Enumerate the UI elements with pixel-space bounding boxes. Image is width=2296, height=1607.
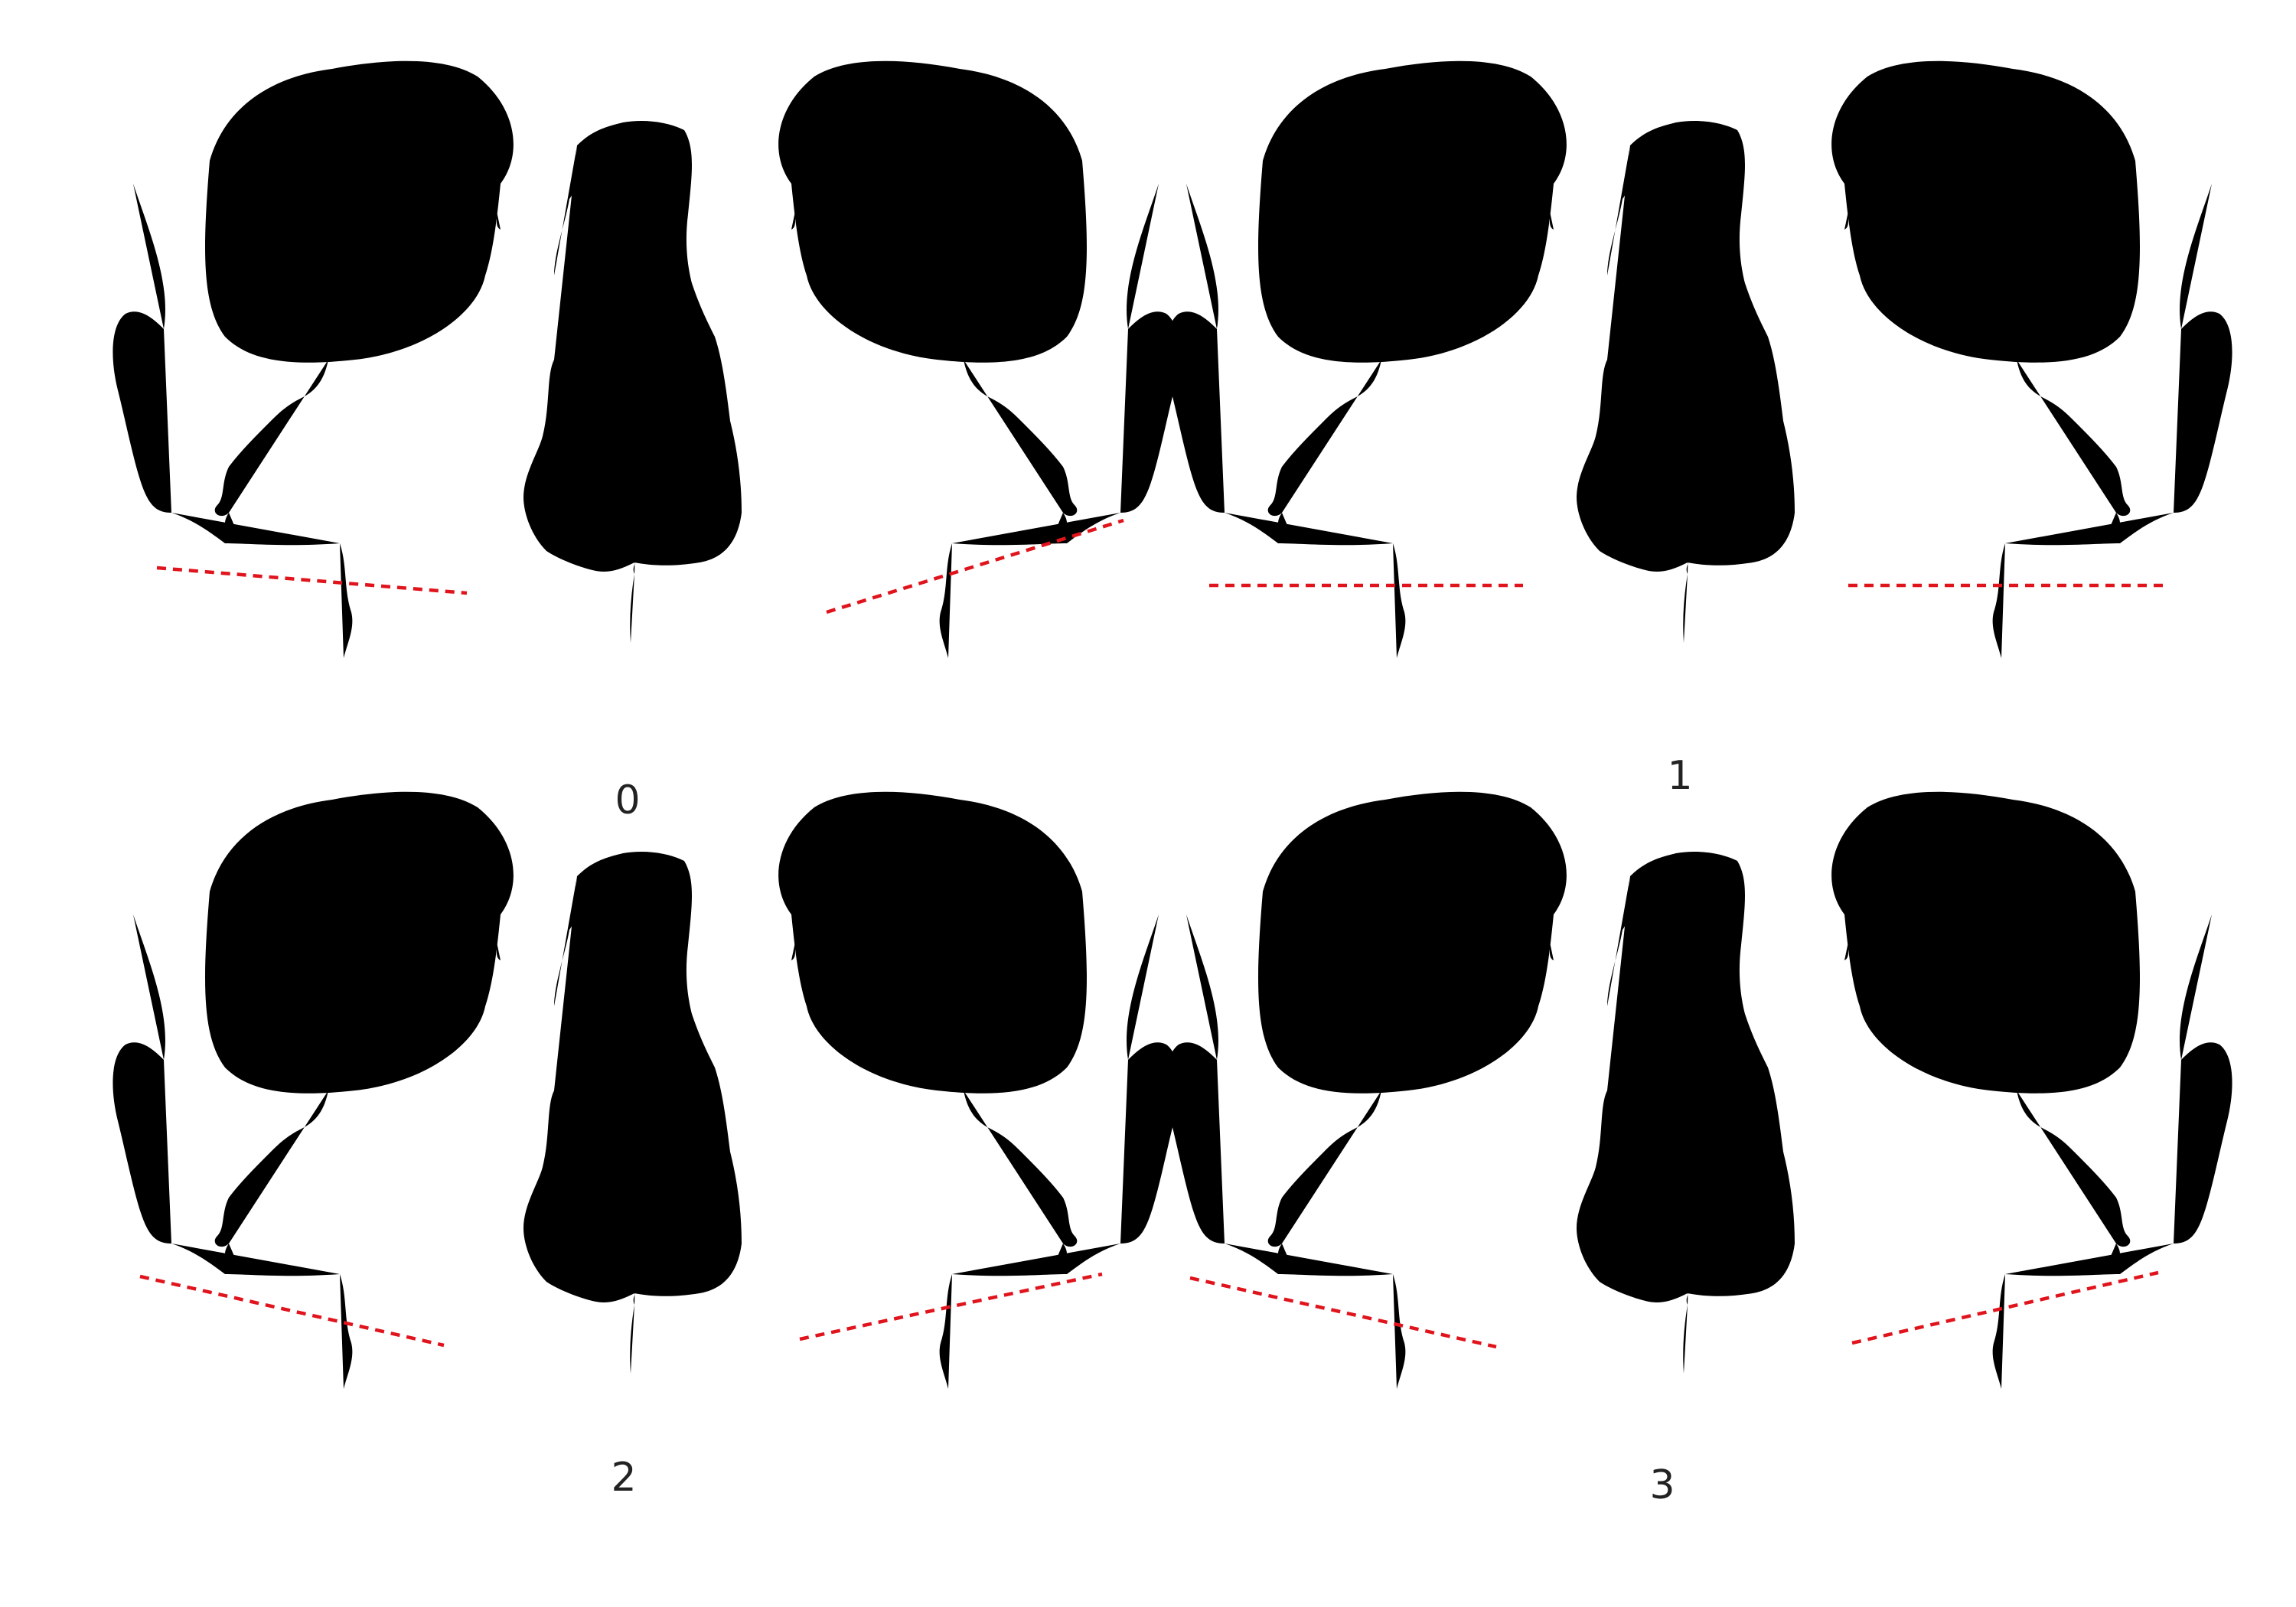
panel-label-1: 1 — [1667, 753, 1693, 799]
reference-line-0-right — [826, 518, 1124, 614]
skull-panel-2 — [113, 791, 1179, 1389]
panel-label-3: 3 — [1649, 1462, 1675, 1508]
reference-line-3-right — [1851, 1270, 2159, 1345]
skull-panel-3 — [1166, 791, 2232, 1389]
reference-line-2-right — [799, 1272, 1103, 1341]
reference-line-2-left — [139, 1274, 445, 1348]
panel-label-2: 2 — [611, 1455, 637, 1501]
skull-panel-0 — [113, 60, 1179, 658]
skull-panel-1 — [1166, 60, 2232, 658]
reference-line-3-left — [1189, 1276, 1497, 1349]
panel-label-0: 0 — [615, 777, 641, 823]
reference-line-0-left — [156, 566, 468, 595]
